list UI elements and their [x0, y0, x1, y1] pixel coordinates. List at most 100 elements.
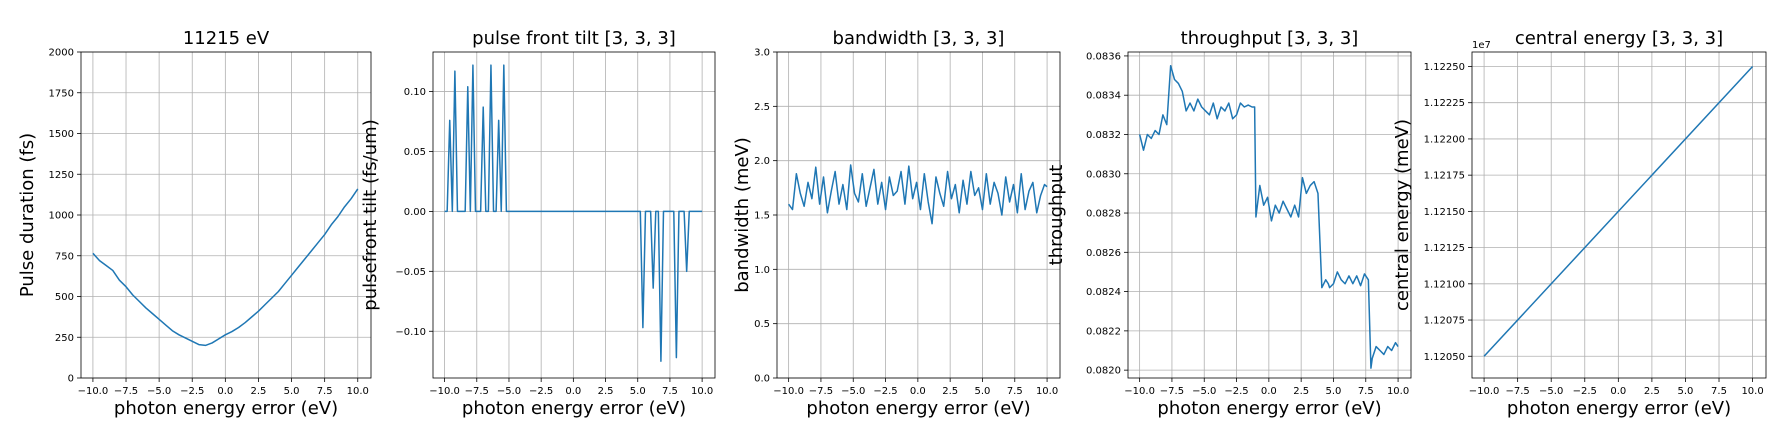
y-tick-label: 0.10 [404, 87, 426, 98]
y-tick-label: 0.0830 [1086, 169, 1121, 180]
x-tick-label: 10.0 [347, 386, 369, 397]
y-tick-label: 1.5 [754, 211, 770, 222]
x-tick-label: 5.0 [284, 386, 300, 397]
y-tick-label: 750 [55, 251, 74, 262]
axes-frame [776, 51, 1061, 379]
x-axis-label: photon energy error (eV) [114, 398, 338, 419]
y-tick-label: 1.12175 [1424, 171, 1465, 182]
y-tick-label: 1.0 [754, 265, 770, 276]
y-offset-label: 1e7 [1472, 40, 1491, 51]
x-tick-label: −10.0 [429, 386, 460, 397]
y-tick-label: 0.0828 [1086, 209, 1121, 220]
y-tick-label: 0.5 [754, 319, 770, 330]
y-tick-label: 1750 [49, 88, 74, 99]
x-tick-label: −2.5 [873, 386, 897, 397]
y-tick-label: 0.0834 [1086, 91, 1121, 102]
x-tick-label: 10.0 [1741, 386, 1763, 397]
x-tick-label: 0.0 [1261, 386, 1277, 397]
panel-title: throughput [3, 3, 3] [1181, 28, 1359, 49]
x-tick-label: 0.0 [1610, 386, 1626, 397]
series-line [1138, 65, 1399, 369]
x-tick-label: −2.5 [529, 386, 553, 397]
x-tick-label: −10.0 [78, 386, 109, 397]
x-tick-label: −7.5 [1505, 386, 1529, 397]
x-tick-label: 2.5 [250, 386, 266, 397]
y-tick-label: 0 [68, 374, 74, 385]
y-tick-label: 0.0826 [1086, 248, 1121, 259]
y-tick-label: 1.12250 [1424, 62, 1465, 73]
x-tick-label: −10.0 [1469, 386, 1500, 397]
x-axis-label: photon energy error (eV) [1157, 398, 1381, 419]
series-line [444, 64, 703, 362]
x-tick-label: 7.5 [317, 386, 333, 397]
x-tick-label: −10.0 [773, 386, 804, 397]
x-tick-label: 10.0 [1036, 386, 1058, 397]
plot-area [433, 52, 715, 378]
y-axis-label: central energy (meV) [1392, 119, 1413, 311]
y-axis-label: bandwidth (meV) [732, 137, 753, 293]
x-tick-label: 5.0 [975, 386, 991, 397]
x-tick-label: −2.5 [1573, 386, 1597, 397]
x-tick-label: −5.0 [1539, 386, 1563, 397]
x-axis-label: photon energy error (eV) [462, 398, 686, 419]
x-axis-label: photon energy error (eV) [806, 398, 1030, 419]
x-tick-label: −7.5 [809, 386, 833, 397]
panel-title: 11215 eV [183, 28, 270, 49]
y-tick-label: −0.10 [395, 327, 426, 338]
y-tick-label: 0.0 [754, 374, 770, 385]
axes-frame [1127, 51, 1412, 379]
x-tick-label: −2.5 [1224, 386, 1248, 397]
panel-pulse-front-tilt: pulse front tilt [3, 3, 3] photon energy… [360, 28, 716, 419]
x-tick-label: 2.5 [598, 386, 614, 397]
y-tick-label: 2000 [49, 48, 74, 59]
y-axis-label: Pulse duration (fs) [17, 133, 38, 297]
x-tick-label: 7.5 [1711, 386, 1727, 397]
x-tick-label: −5.0 [1192, 386, 1216, 397]
y-tick-label: 2.5 [754, 102, 770, 113]
x-tick-label: 7.5 [1358, 386, 1374, 397]
y-tick-label: 0.0824 [1086, 287, 1121, 298]
y-tick-label: 1250 [49, 170, 74, 181]
x-tick-label: 0.0 [217, 386, 233, 397]
plot-area [1472, 52, 1766, 378]
panel-title: pulse front tilt [3, 3, 3] [472, 28, 676, 49]
panel-bandwidth: bandwidth [3, 3, 3] photon energy error … [732, 28, 1061, 419]
x-tick-label: −10.0 [1124, 386, 1155, 397]
y-tick-label: 3.0 [754, 48, 770, 59]
y-tick-label: 1.12125 [1424, 243, 1465, 254]
y-tick-label: 0.0820 [1086, 366, 1121, 377]
x-tick-label: 2.5 [1293, 386, 1309, 397]
panel-pulse-duration: 11215 eV photon energy error (eV) Pulse … [17, 28, 372, 419]
series-line [1483, 65, 1754, 357]
series-line [92, 188, 359, 347]
y-tick-label: 0.05 [404, 147, 426, 158]
y-tick-label: 1.12100 [1424, 279, 1465, 290]
y-tick-label: 500 [55, 292, 74, 303]
y-tick-label: 0.0836 [1086, 51, 1121, 62]
x-tick-label: 10.0 [1387, 386, 1409, 397]
x-tick-label: −5.0 [497, 386, 521, 397]
x-tick-label: 7.5 [1007, 386, 1023, 397]
x-tick-label: 0.0 [910, 386, 926, 397]
x-tick-label: 2.5 [1644, 386, 1660, 397]
x-tick-label: 10.0 [691, 386, 713, 397]
y-tick-label: 250 [55, 333, 74, 344]
x-tick-label: 2.5 [942, 386, 958, 397]
x-tick-label: −7.5 [114, 386, 138, 397]
x-tick-label: 5.0 [630, 386, 646, 397]
y-tick-label: 1.12075 [1424, 316, 1465, 327]
y-axis-label: pulsefront tilt (fs/um) [360, 119, 381, 310]
x-tick-label: −2.5 [180, 386, 204, 397]
y-tick-label: 1.12225 [1424, 98, 1465, 109]
y-tick-label: 0.0832 [1086, 130, 1121, 141]
x-tick-label: −5.0 [841, 386, 865, 397]
x-tick-label: −7.5 [465, 386, 489, 397]
x-axis-label: photon energy error (eV) [1507, 398, 1731, 419]
y-tick-label: 1.12200 [1424, 134, 1465, 145]
x-tick-label: 5.0 [1326, 386, 1342, 397]
x-tick-label: 5.0 [1677, 386, 1693, 397]
x-tick-label: −7.5 [1160, 386, 1184, 397]
y-tick-label: 1.12150 [1424, 207, 1465, 218]
panel-title: bandwidth [3, 3, 3] [833, 28, 1005, 49]
